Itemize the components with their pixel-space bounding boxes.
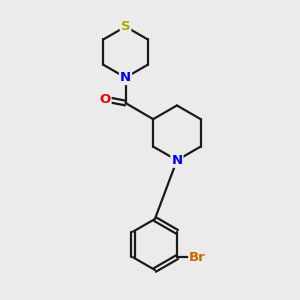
Text: N: N xyxy=(171,154,182,167)
Text: O: O xyxy=(99,93,111,106)
Text: N: N xyxy=(120,71,131,84)
Text: Br: Br xyxy=(189,251,206,264)
Text: S: S xyxy=(121,20,130,33)
